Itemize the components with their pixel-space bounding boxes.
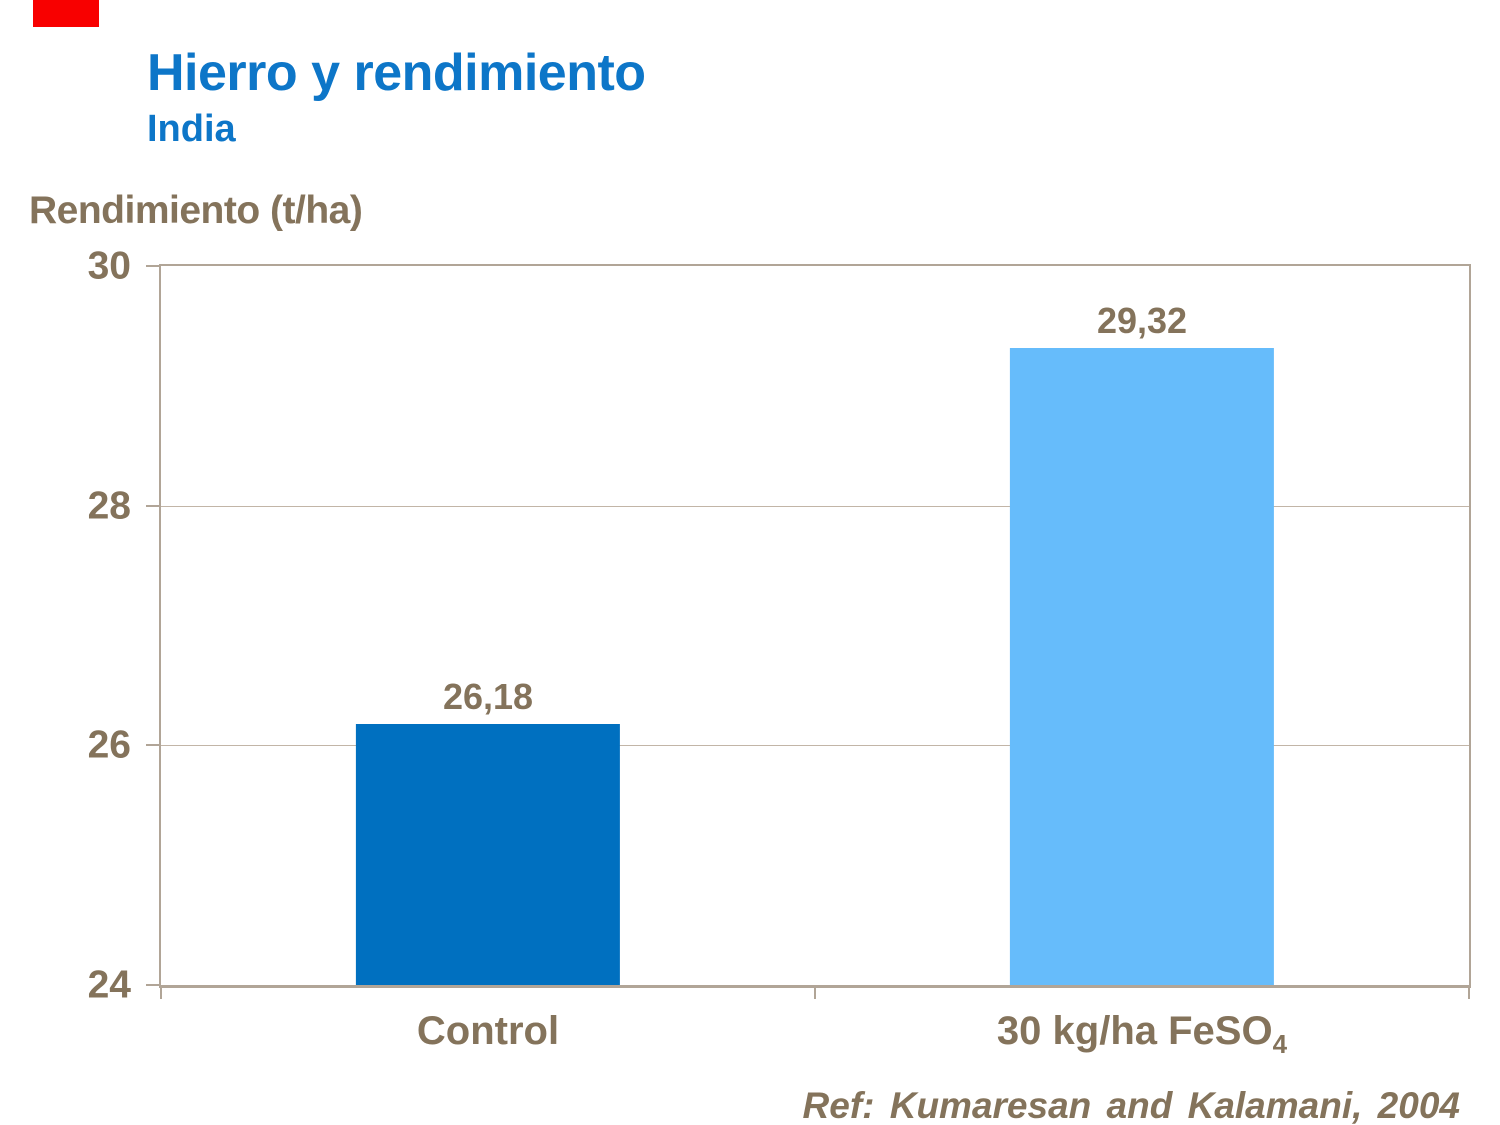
bar-value-label-30-kg-ha-feso: 29,32 bbox=[1096, 299, 1188, 341]
bar-30-kg-ha-feso bbox=[1009, 347, 1275, 985]
y-tick-label-28: 28 bbox=[87, 484, 131, 528]
category-label-text: 30 kg/ha FeSO bbox=[996, 1009, 1273, 1053]
plot-area: 30 28 26 24 26,18 Control 29,32 30 kg/ha FeSO4 bbox=[88, 247, 1471, 1057]
x-tick-mark-0 bbox=[160, 985, 162, 999]
bar-control bbox=[355, 723, 621, 985]
y-tick-label-26: 26 bbox=[87, 723, 131, 767]
category-label-30-kg-ha-feso: 30 kg/ha FeSO4 bbox=[997, 1011, 1287, 1057]
category-label-subscript: 4 bbox=[1272, 1029, 1288, 1059]
category-label-control: Control bbox=[417, 1011, 559, 1051]
bar-value-label-control: 26,18 bbox=[442, 675, 534, 717]
y-axis-title: Rendimiento (t/ha) bbox=[29, 189, 363, 232]
slide-subtitle: India bbox=[147, 108, 236, 150]
y-tick-mark-28 bbox=[146, 504, 159, 507]
y-tick-mark-30 bbox=[146, 265, 159, 267]
x-tick-mark-2 bbox=[1468, 985, 1470, 999]
gridline-26 bbox=[161, 745, 1469, 747]
gridline-28 bbox=[161, 505, 1469, 507]
reference-text: Ref: Kumaresan and Kalamani, 2004 bbox=[802, 1085, 1460, 1125]
red-accent-mark bbox=[33, 0, 99, 27]
x-tick-mark-1 bbox=[814, 985, 816, 999]
y-tick-label-24: 24 bbox=[87, 963, 131, 1007]
category-label-text: Control bbox=[416, 1009, 560, 1053]
slide-title: Hierro y rendimiento bbox=[147, 44, 646, 102]
y-tick-mark-24 bbox=[146, 984, 159, 986]
y-tick-mark-26 bbox=[146, 744, 159, 747]
y-tick-label-30: 30 bbox=[87, 244, 131, 288]
